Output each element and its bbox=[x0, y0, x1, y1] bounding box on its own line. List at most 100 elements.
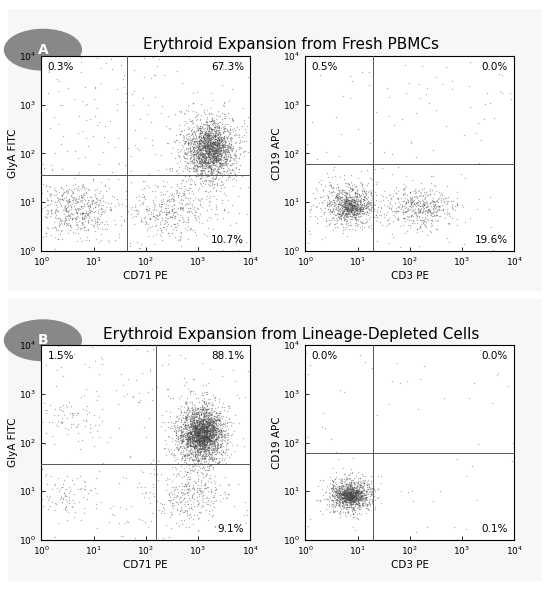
Point bbox=[87, 215, 96, 225]
Point bbox=[96, 352, 105, 362]
Point bbox=[227, 142, 235, 152]
Point bbox=[197, 146, 206, 155]
Point bbox=[204, 127, 212, 136]
Point bbox=[204, 193, 213, 202]
Point bbox=[215, 129, 224, 139]
Point bbox=[195, 153, 204, 162]
Point bbox=[179, 442, 188, 451]
Point bbox=[39, 160, 48, 169]
Point bbox=[136, 215, 145, 224]
Point bbox=[203, 130, 212, 139]
Point bbox=[196, 135, 205, 145]
Point bbox=[207, 427, 216, 437]
Point bbox=[210, 418, 219, 427]
Point bbox=[443, 198, 452, 208]
Point bbox=[92, 184, 101, 194]
Point bbox=[201, 156, 210, 166]
Point bbox=[341, 483, 350, 492]
Point bbox=[213, 112, 222, 121]
Point bbox=[430, 201, 439, 211]
Point bbox=[348, 494, 357, 503]
Point bbox=[235, 153, 244, 163]
Point bbox=[337, 490, 345, 499]
Point bbox=[346, 494, 355, 503]
Point bbox=[216, 159, 224, 168]
Point bbox=[216, 134, 224, 143]
Point bbox=[212, 155, 221, 165]
Point bbox=[192, 435, 201, 444]
Point bbox=[46, 205, 55, 215]
Point bbox=[331, 487, 340, 497]
Point bbox=[351, 208, 360, 218]
Point bbox=[42, 428, 51, 438]
Point bbox=[232, 152, 241, 161]
Point bbox=[197, 422, 206, 432]
Point bbox=[217, 140, 226, 149]
Point bbox=[324, 205, 333, 214]
Point bbox=[142, 432, 151, 441]
Point bbox=[175, 210, 184, 219]
Point bbox=[89, 213, 98, 222]
Point bbox=[198, 402, 207, 411]
Point bbox=[214, 459, 223, 468]
Point bbox=[384, 239, 393, 248]
Point bbox=[341, 486, 350, 496]
Point bbox=[198, 440, 207, 449]
Point bbox=[210, 138, 218, 148]
Point bbox=[207, 430, 216, 440]
Point bbox=[96, 218, 104, 227]
Point bbox=[182, 435, 190, 444]
Point bbox=[198, 163, 207, 172]
Point bbox=[202, 133, 211, 142]
Point bbox=[207, 421, 216, 430]
Point bbox=[133, 482, 141, 491]
Point bbox=[220, 150, 229, 159]
Point bbox=[365, 487, 373, 497]
Point bbox=[350, 499, 359, 508]
Point bbox=[181, 421, 190, 430]
Point bbox=[160, 189, 169, 198]
Point bbox=[346, 494, 355, 503]
Point bbox=[206, 162, 215, 171]
Point bbox=[177, 437, 185, 446]
Point bbox=[79, 179, 88, 189]
Point bbox=[44, 504, 53, 513]
Point bbox=[342, 490, 350, 500]
Point bbox=[199, 408, 207, 417]
Point bbox=[187, 150, 196, 159]
Point bbox=[200, 436, 209, 445]
Point bbox=[122, 201, 131, 211]
Point bbox=[349, 496, 358, 506]
Point bbox=[194, 421, 202, 431]
Point bbox=[185, 52, 194, 61]
Point bbox=[202, 131, 211, 140]
Point bbox=[110, 219, 119, 229]
Point bbox=[318, 509, 327, 519]
Point bbox=[328, 495, 337, 504]
Point bbox=[218, 159, 227, 168]
Point bbox=[206, 423, 214, 432]
Point bbox=[200, 127, 209, 137]
Point bbox=[340, 491, 349, 501]
Point bbox=[355, 490, 364, 500]
Point bbox=[116, 503, 124, 512]
Point bbox=[337, 495, 345, 504]
Point bbox=[350, 188, 359, 198]
Point bbox=[162, 139, 171, 148]
Point bbox=[163, 431, 172, 441]
Point bbox=[195, 418, 204, 428]
Point bbox=[129, 86, 138, 96]
Point bbox=[201, 411, 210, 421]
Point bbox=[472, 128, 481, 137]
Point bbox=[203, 417, 212, 427]
Point bbox=[207, 146, 216, 156]
Point bbox=[186, 414, 195, 423]
Point bbox=[207, 132, 216, 142]
Point bbox=[354, 124, 362, 133]
Point bbox=[339, 463, 348, 473]
Point bbox=[148, 480, 157, 489]
Point bbox=[403, 227, 412, 236]
Point bbox=[341, 493, 350, 503]
Point bbox=[196, 156, 205, 166]
Point bbox=[341, 179, 350, 188]
